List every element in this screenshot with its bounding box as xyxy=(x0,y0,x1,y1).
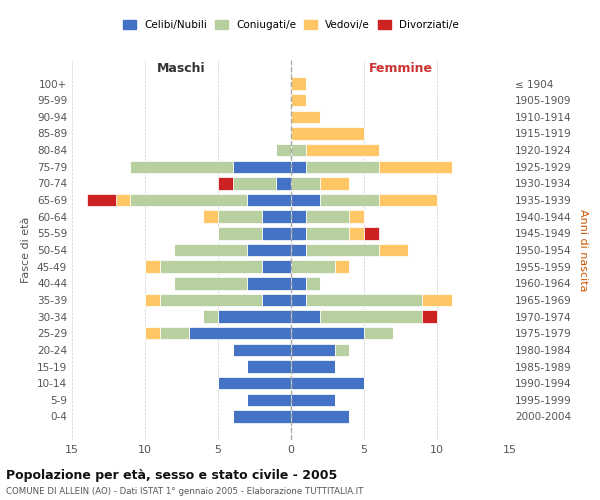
Bar xyxy=(291,160,305,173)
Bar xyxy=(291,410,349,422)
Text: Maschi: Maschi xyxy=(157,62,206,75)
Bar xyxy=(305,227,349,239)
Bar xyxy=(291,277,305,289)
Bar xyxy=(305,210,349,223)
Bar xyxy=(291,78,305,90)
Bar xyxy=(218,177,233,190)
Bar xyxy=(218,377,291,390)
Bar xyxy=(218,210,262,223)
Bar xyxy=(262,210,291,223)
Bar xyxy=(233,177,277,190)
Bar xyxy=(233,160,291,173)
Bar xyxy=(160,294,262,306)
Text: Popolazione per età, sesso e stato civile - 2005: Popolazione per età, sesso e stato civil… xyxy=(6,470,337,482)
Bar xyxy=(320,310,422,323)
Bar xyxy=(291,377,364,390)
Bar xyxy=(291,94,305,106)
Bar xyxy=(247,394,291,406)
Bar xyxy=(364,227,379,239)
Bar xyxy=(335,344,349,356)
Bar xyxy=(379,244,408,256)
Bar xyxy=(291,327,364,340)
Bar xyxy=(379,194,437,206)
Bar xyxy=(291,394,335,406)
Bar xyxy=(291,127,364,140)
Bar xyxy=(145,260,160,273)
Bar xyxy=(305,160,379,173)
Bar xyxy=(320,194,379,206)
Bar xyxy=(233,344,291,356)
Bar xyxy=(291,110,320,123)
Bar xyxy=(291,227,305,239)
Bar xyxy=(160,327,189,340)
Bar xyxy=(174,244,247,256)
Bar xyxy=(379,160,452,173)
Bar xyxy=(291,177,320,190)
Bar xyxy=(233,410,291,422)
Bar xyxy=(247,244,291,256)
Text: Femmine: Femmine xyxy=(368,62,433,75)
Bar xyxy=(262,260,291,273)
Bar xyxy=(203,310,218,323)
Legend: Celibi/Nubili, Coniugati/e, Vedovi/e, Divorziati/e: Celibi/Nubili, Coniugati/e, Vedovi/e, Di… xyxy=(119,16,463,34)
Bar xyxy=(422,294,452,306)
Bar xyxy=(130,194,247,206)
Bar xyxy=(291,360,335,373)
Bar xyxy=(364,327,393,340)
Bar xyxy=(305,294,422,306)
Bar xyxy=(116,194,130,206)
Y-axis label: Anni di nascita: Anni di nascita xyxy=(578,209,588,291)
Bar xyxy=(174,277,247,289)
Bar xyxy=(305,144,379,156)
Bar xyxy=(247,360,291,373)
Bar xyxy=(86,194,116,206)
Bar xyxy=(305,244,379,256)
Bar xyxy=(218,310,291,323)
Bar xyxy=(203,210,218,223)
Bar xyxy=(262,227,291,239)
Bar xyxy=(422,310,437,323)
Bar xyxy=(335,260,349,273)
Bar xyxy=(247,194,291,206)
Text: COMUNE DI ALLEIN (AO) - Dati ISTAT 1° gennaio 2005 - Elaborazione TUTTITALIA.IT: COMUNE DI ALLEIN (AO) - Dati ISTAT 1° ge… xyxy=(6,487,364,496)
Bar xyxy=(305,277,320,289)
Bar xyxy=(291,244,305,256)
Bar xyxy=(349,210,364,223)
Bar xyxy=(291,344,335,356)
Bar xyxy=(218,227,262,239)
Bar xyxy=(291,194,320,206)
Bar xyxy=(160,260,262,273)
Bar xyxy=(291,294,305,306)
Bar xyxy=(145,294,160,306)
Bar xyxy=(145,327,160,340)
Bar xyxy=(247,277,291,289)
Bar xyxy=(320,177,349,190)
Y-axis label: Fasce di età: Fasce di età xyxy=(22,217,31,283)
Bar xyxy=(277,144,291,156)
Bar xyxy=(189,327,291,340)
Bar xyxy=(277,177,291,190)
Bar xyxy=(349,227,364,239)
Bar xyxy=(130,160,233,173)
Bar xyxy=(291,260,335,273)
Bar xyxy=(291,210,305,223)
Bar xyxy=(291,310,320,323)
Bar xyxy=(291,144,305,156)
Bar xyxy=(262,294,291,306)
